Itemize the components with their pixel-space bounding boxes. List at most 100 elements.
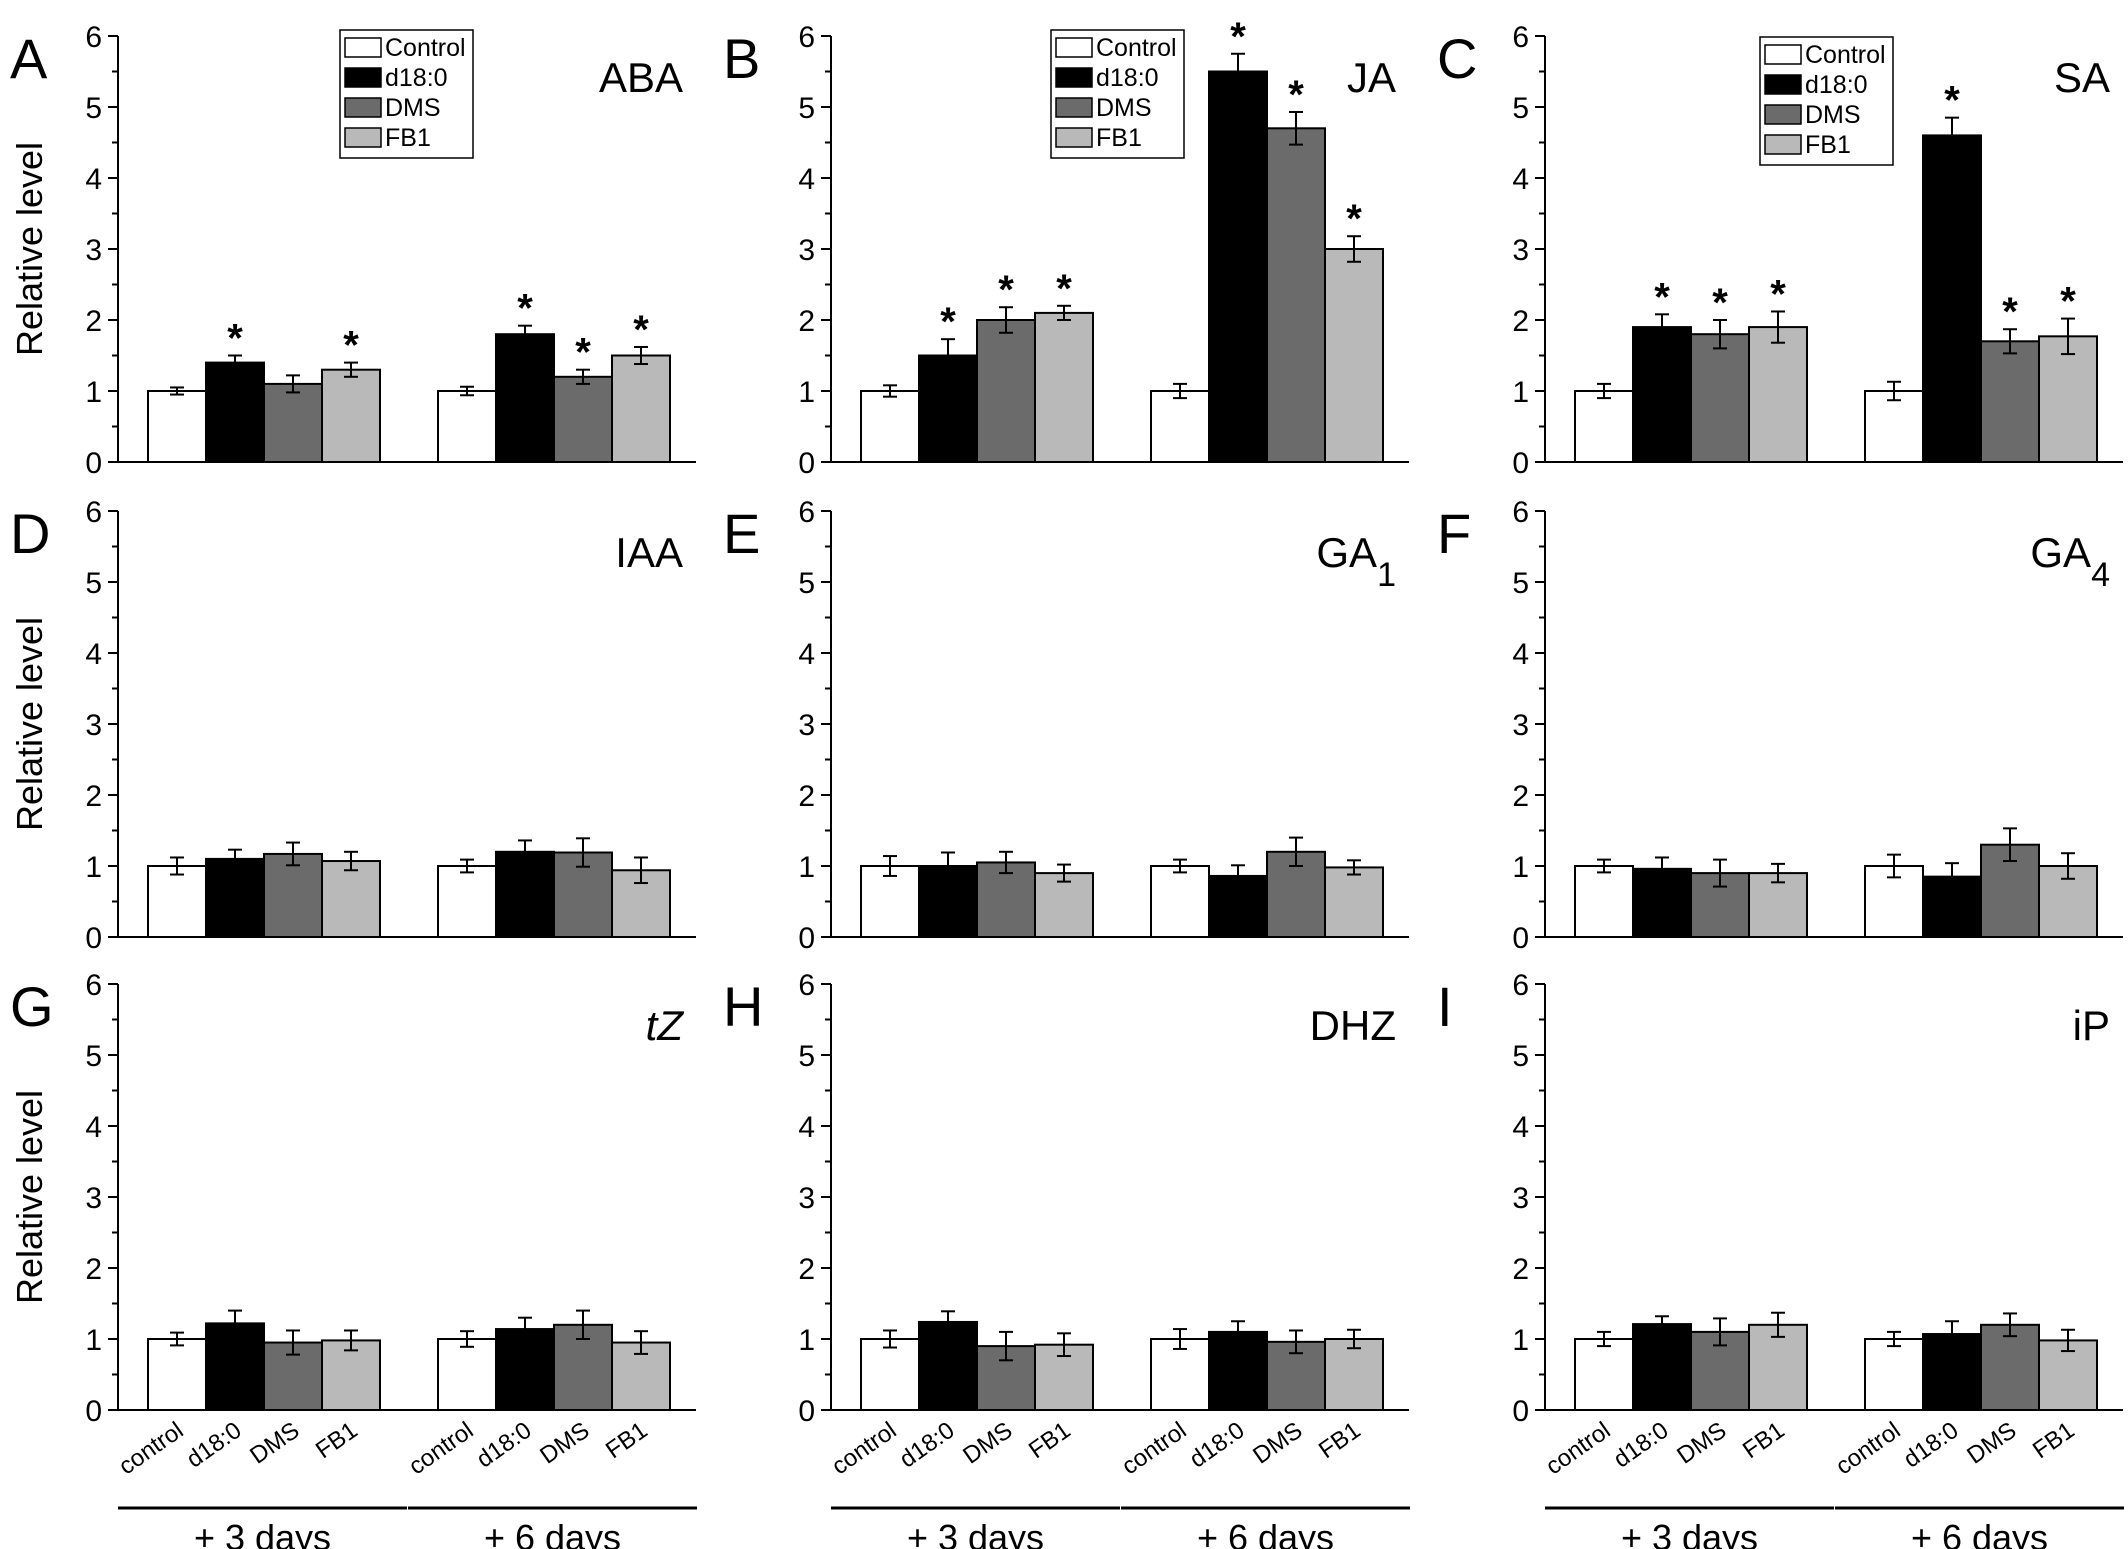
x-category-label: d18:0	[1899, 1417, 1964, 1474]
y-tick-label: 6	[798, 496, 815, 529]
y-tick-label: 2	[85, 780, 102, 813]
y-tick-label: 0	[1512, 447, 1529, 480]
y-tick-label: 2	[85, 1253, 102, 1286]
bar-control-6d	[437, 865, 497, 938]
panel-title-main: JA	[1347, 54, 1396, 101]
y-tick-label: 0	[85, 447, 102, 480]
bar-control-3d	[860, 390, 920, 463]
bar-dms-6d	[553, 375, 613, 463]
y-tick-label: 5	[85, 1040, 102, 1073]
bar-fb1-3d	[1748, 872, 1808, 938]
panel-title: SA	[2054, 54, 2110, 101]
y-tick-label: 0	[85, 1395, 102, 1428]
legend-label: FB1	[1805, 131, 1851, 159]
legend-swatch	[344, 67, 382, 88]
bar-d180-6d	[1922, 134, 1982, 463]
bar-d180-6d	[495, 333, 555, 464]
panel-title: IAA	[615, 529, 683, 576]
group-label: + 6 days	[1911, 1517, 2048, 1549]
group-label: + 3 days	[194, 1517, 331, 1549]
y-tick-label: 3	[1512, 1182, 1529, 1215]
y-tick-label: 0	[798, 1395, 815, 1428]
y-tick-label: 6	[798, 21, 815, 54]
y-tick-label: 2	[1512, 780, 1529, 813]
y-tick-label: 6	[1512, 21, 1529, 54]
legend-swatch	[344, 37, 382, 58]
bar-control-6d	[437, 390, 497, 463]
panel-letter: I	[1437, 975, 1453, 1038]
bar-dms-3d	[263, 382, 323, 463]
y-tick-label: 6	[1512, 496, 1529, 529]
panel-title-main: ABA	[599, 54, 683, 101]
y-tick-label: 6	[85, 969, 102, 1002]
bar-d180-6d	[1208, 1330, 1268, 1412]
y-tick-label: 3	[798, 709, 815, 742]
group-label: + 3 days	[1621, 1517, 1758, 1549]
bar-fb1-3d	[1034, 872, 1094, 938]
legend-swatch	[1055, 37, 1093, 58]
x-category-label: d18:0	[1185, 1417, 1250, 1474]
x-category-label: DMS	[245, 1417, 304, 1470]
legend-swatch	[344, 97, 382, 118]
x-category-label: control	[114, 1417, 189, 1480]
panel-letter: B	[723, 27, 760, 90]
y-tick-label: 6	[85, 21, 102, 54]
x-category-label: FB1	[2028, 1417, 2080, 1464]
y-tick-label: 4	[798, 638, 815, 671]
panel-title: GA4	[2030, 529, 2110, 594]
panel-title-main: GA	[2030, 529, 2091, 576]
significance-star: *	[1770, 272, 1786, 316]
bar-control-3d	[147, 1338, 207, 1411]
x-category-label: control	[1831, 1417, 1906, 1480]
panel-title: GA1	[1316, 529, 1396, 594]
bar-dms-6d	[1980, 1323, 2040, 1412]
y-tick-label: 5	[1512, 92, 1529, 125]
y-tick-label: 3	[85, 234, 102, 267]
x-category-label: FB1	[601, 1417, 653, 1464]
panel-letter: A	[10, 27, 48, 90]
y-tick-label: 2	[798, 1253, 815, 1286]
panel-title: DHZ	[1310, 1002, 1396, 1049]
y-tick-label: 4	[85, 638, 102, 671]
y-tick-label: 1	[85, 376, 102, 409]
legend-label: d18:0	[1805, 71, 1868, 99]
legend-swatch	[1055, 97, 1093, 118]
y-tick-label: 6	[85, 496, 102, 529]
panel-letter: H	[723, 975, 763, 1038]
panel-title-main: GA	[1316, 529, 1377, 576]
x-category-label: d18:0	[182, 1417, 247, 1474]
panel-title: tZ	[646, 1002, 685, 1049]
bar-fb1-3d	[321, 860, 381, 939]
group-label: + 6 days	[484, 1517, 621, 1549]
x-category-label: FB1	[1314, 1417, 1366, 1464]
x-category-label: d18:0	[472, 1417, 537, 1474]
y-tick-label: 2	[1512, 305, 1529, 338]
panel-title-main: iP	[2073, 1002, 2110, 1049]
bar-d180-6d	[1208, 70, 1268, 463]
bar-d180-3d	[1632, 326, 1692, 463]
bar-d180-6d	[495, 850, 555, 938]
y-tick-label: 1	[1512, 851, 1529, 884]
y-tick-label: 5	[798, 567, 815, 600]
y-axis-label: Relative level	[9, 1090, 50, 1304]
y-tick-label: 0	[1512, 1395, 1529, 1428]
legend-swatch	[1764, 134, 1802, 155]
legend-label: d18:0	[385, 64, 448, 92]
legend-swatch	[1055, 127, 1093, 148]
panel-A: A ABA 0 1 2 3 4 5 6 Relative level * * * * * Controld18…	[9, 21, 696, 480]
panel-title-main: tZ	[646, 1002, 685, 1049]
bar-control-3d	[860, 865, 920, 938]
y-tick-label: 5	[1512, 567, 1529, 600]
panel-title-main: DHZ	[1310, 1002, 1396, 1049]
y-tick-label: 4	[85, 163, 102, 196]
x-category-label: d18:0	[1609, 1417, 1674, 1474]
bar-control-3d	[860, 1338, 920, 1411]
bar-dms-6d	[1980, 340, 2040, 463]
x-category-label: control	[1117, 1417, 1192, 1480]
